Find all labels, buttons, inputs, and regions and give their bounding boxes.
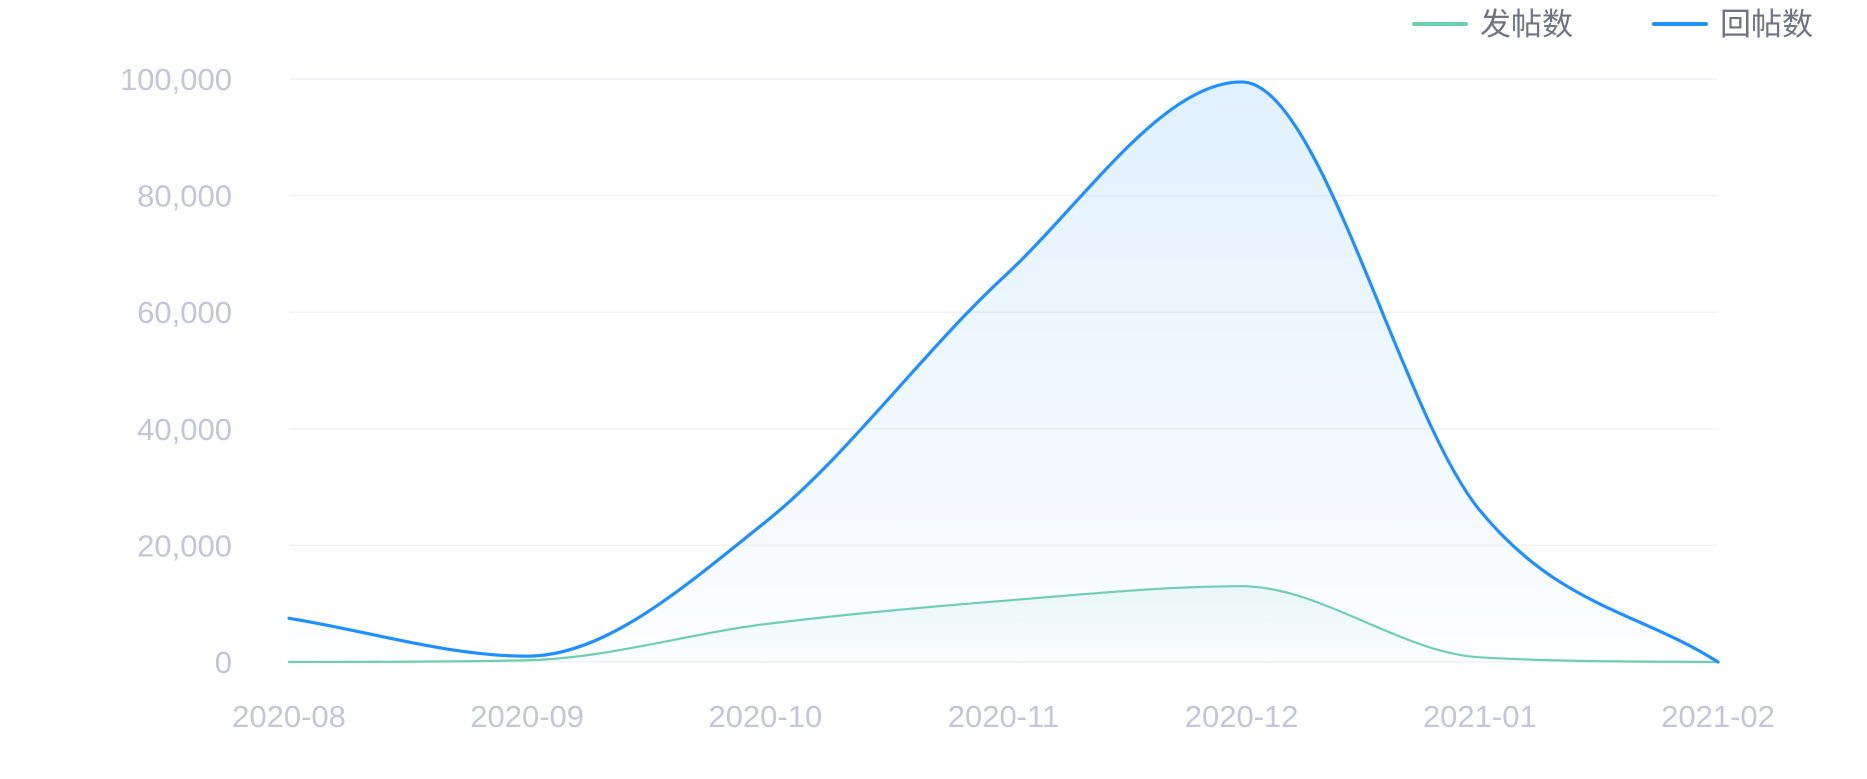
legend[interactable]: 发帖数 回帖数 — [1412, 7, 1813, 43]
legend-label: 发帖数 — [1480, 7, 1573, 43]
x-axis-tick-labels: 2020-08 2020-09 2020-10 2020-11 2020-12 2021-… — [232, 699, 1775, 734]
series-line-1 — [287, 80, 1720, 664]
series-line-0 — [287, 585, 1720, 664]
legend-item[interactable]: 发帖数 — [1412, 7, 1573, 43]
y-tick-label: 100,000 — [120, 62, 232, 97]
series-lines — [287, 80, 1720, 664]
series-areas — [289, 81, 1718, 663]
x-tick-label: 2020-12 — [1185, 699, 1299, 734]
x-tick-label: 2020-11 — [948, 699, 1059, 734]
y-axis-tick-labels: 0 20,000 40,000 60,000 80,000 100,000 — [120, 62, 232, 680]
x-tick-label: 2021-01 — [1423, 699, 1537, 734]
y-tick-label: 60,000 — [137, 295, 232, 330]
y-tick-label: 40,000 — [137, 412, 232, 447]
series-area-1 — [289, 81, 1718, 663]
y-tick-label: 20,000 — [137, 528, 232, 563]
x-tick-label: 2020-09 — [470, 699, 584, 734]
x-tick-label: 2020-08 — [232, 699, 346, 734]
x-tick-label: 2021-02 — [1661, 699, 1775, 734]
y-tick-label: 0 — [215, 645, 232, 680]
legend-label: 回帖数 — [1720, 7, 1813, 43]
legend-item[interactable]: 回帖数 — [1652, 7, 1813, 43]
y-tick-label: 80,000 — [137, 179, 232, 214]
x-tick-label: 2020-10 — [708, 699, 822, 734]
series-area-0 — [289, 586, 1718, 662]
